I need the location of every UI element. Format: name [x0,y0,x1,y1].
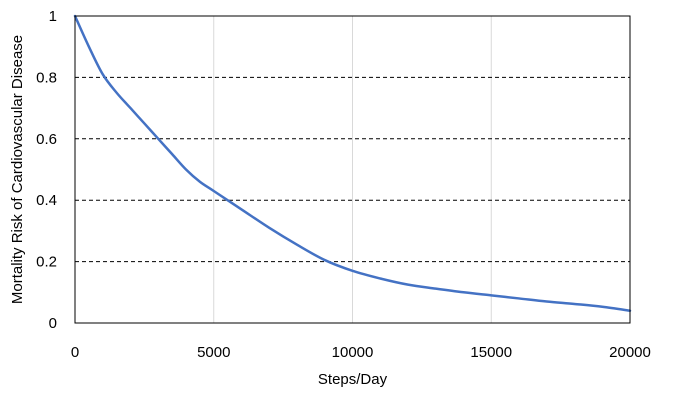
y-tick-label: 1 [49,8,57,25]
series-layer [73,14,632,312]
x-tick-label: 10000 [332,344,374,361]
y-tick-label: 0 [49,315,57,332]
series-line [73,14,632,312]
y-tick-label: 0.4 [36,192,57,209]
x-tick-label: 5000 [197,344,230,361]
y-axis-title: Mortality Risk of Cardiovascular Disease [9,35,26,304]
x-tick-label: 0 [71,344,79,361]
y-tick-label: 0.6 [36,131,57,148]
tick-label-layer: 0 5000 10000 15000 20000 0 0.2 0.4 0.6 0.8 1 [36,8,651,361]
y-tick-label: 0.8 [36,69,57,86]
y-tick-label: 0.2 [36,254,57,271]
x-tick-label: 15000 [470,344,512,361]
x-axis-title: Steps/Day [318,371,388,388]
x-tick-label: 20000 [609,344,651,361]
plot-frame [74,15,631,324]
grid-layer [75,16,630,323]
